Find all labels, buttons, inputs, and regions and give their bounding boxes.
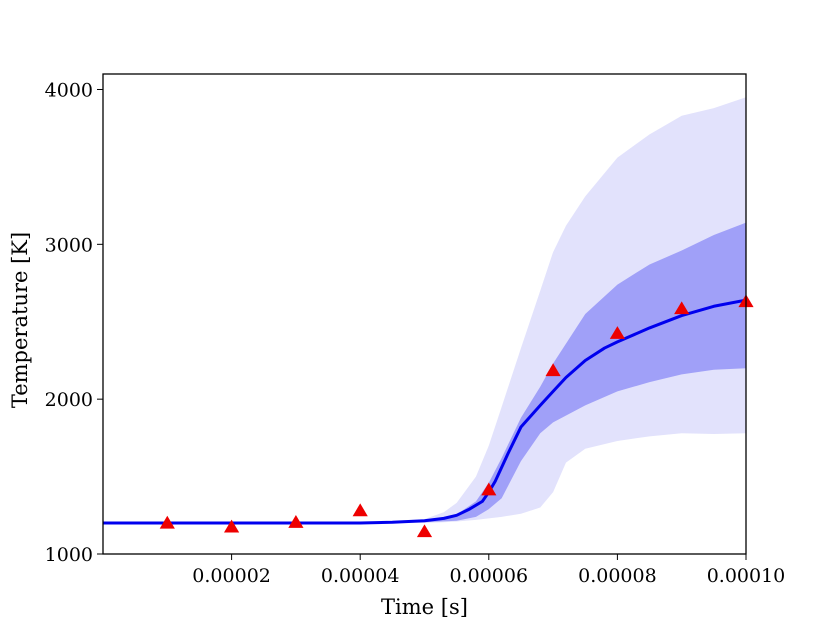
plot-series bbox=[103, 97, 746, 525]
x-tick-label: 0.00002 bbox=[192, 565, 271, 587]
observation-marker bbox=[545, 363, 561, 377]
inner-uncertainty-band bbox=[103, 222, 746, 524]
observation-marker bbox=[481, 482, 497, 496]
observation-markers bbox=[159, 294, 754, 538]
observation-marker bbox=[288, 515, 304, 528]
y-tick-label: 3000 bbox=[45, 234, 93, 256]
x-tick-label: 0.00008 bbox=[578, 565, 657, 587]
axes-frame bbox=[102, 73, 747, 555]
plot-area bbox=[102, 73, 754, 555]
x-axis-label: Time [s] bbox=[381, 595, 468, 619]
x-tick-label: 0.00004 bbox=[321, 565, 400, 587]
outer-uncertainty-band bbox=[103, 97, 746, 524]
y-axis-ticks: 1000 2000 3000 4000 bbox=[45, 79, 103, 566]
observation-marker bbox=[224, 519, 240, 533]
x-axis-ticks: 0.00002 0.00004 0.00006 0.00008 0.00010 bbox=[192, 554, 785, 587]
x-tick-label: 0.00010 bbox=[707, 565, 786, 587]
y-tick-label: 1000 bbox=[45, 544, 93, 566]
observation-marker bbox=[609, 326, 625, 339]
y-tick-label: 4000 bbox=[45, 79, 93, 101]
observation-marker bbox=[674, 301, 690, 315]
x-tick-label: 0.00006 bbox=[450, 565, 529, 587]
observation-marker bbox=[416, 524, 433, 538]
observation-marker bbox=[159, 515, 175, 529]
mean-temperature-line bbox=[103, 298, 746, 525]
observation-marker bbox=[352, 503, 368, 517]
y-axis-label: Temperature [K] bbox=[8, 232, 32, 408]
y-tick-label: 2000 bbox=[45, 389, 93, 411]
